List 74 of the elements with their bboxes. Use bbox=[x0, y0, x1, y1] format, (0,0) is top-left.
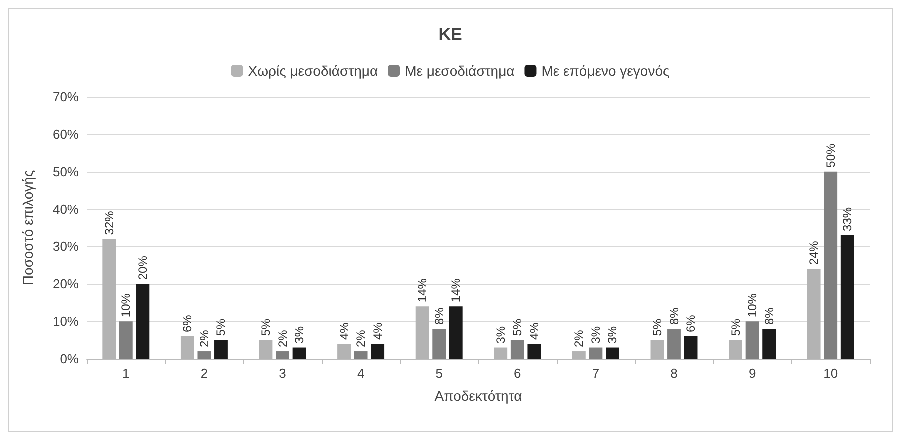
bar bbox=[762, 329, 776, 359]
legend-label: Χωρίς μεσοδιάστημα bbox=[248, 63, 378, 79]
x-tick-label: 3 bbox=[279, 366, 286, 381]
bar bbox=[214, 340, 228, 359]
y-tick-label: 10% bbox=[52, 314, 80, 330]
x-tick-label: 8 bbox=[670, 366, 678, 381]
data-label: 6% bbox=[180, 314, 195, 333]
bar bbox=[136, 284, 150, 359]
bar bbox=[198, 352, 212, 359]
data-label: 8% bbox=[667, 307, 682, 326]
bar bbox=[684, 336, 698, 359]
data-label: 14% bbox=[416, 278, 430, 303]
data-label: 5% bbox=[728, 318, 743, 336]
bar bbox=[746, 322, 760, 359]
x-tick-label: 4 bbox=[357, 366, 365, 381]
data-label: 4% bbox=[337, 322, 352, 340]
x-axis-title: Αποδεκτότητα bbox=[434, 388, 522, 404]
y-tick-label: 60% bbox=[52, 126, 80, 142]
y-tick-label: 30% bbox=[52, 239, 80, 254]
y-tick-label: 50% bbox=[52, 164, 80, 180]
data-label: 4% bbox=[527, 322, 542, 340]
data-label: 3% bbox=[292, 326, 307, 344]
bar bbox=[824, 172, 838, 359]
bar bbox=[432, 329, 446, 359]
data-label: 5% bbox=[650, 318, 664, 336]
data-label: 10% bbox=[746, 293, 760, 318]
data-label: 4% bbox=[370, 322, 385, 340]
data-label: 14% bbox=[449, 278, 464, 303]
bar bbox=[840, 235, 854, 359]
y-axis-title: Ποσοστό επιλογής bbox=[20, 170, 36, 286]
data-label: 2% bbox=[197, 330, 212, 348]
bar bbox=[668, 329, 681, 359]
data-label: 32% bbox=[102, 210, 116, 236]
data-label: 6% bbox=[684, 314, 698, 333]
x-tick-label: 10 bbox=[824, 366, 838, 381]
bar bbox=[510, 340, 524, 359]
data-label: 8% bbox=[432, 307, 446, 326]
bar bbox=[589, 348, 603, 359]
data-label: 20% bbox=[136, 256, 150, 280]
chart-title: ΚΕ bbox=[438, 25, 462, 44]
data-label: 33% bbox=[840, 207, 855, 232]
y-tick-label: 20% bbox=[52, 276, 80, 292]
data-label: 5% bbox=[258, 318, 273, 336]
data-label: 3% bbox=[494, 326, 508, 344]
x-tick-label: 7 bbox=[592, 366, 600, 381]
bar bbox=[606, 348, 620, 359]
x-tick-label: 5 bbox=[436, 366, 443, 381]
data-label: 5% bbox=[510, 318, 525, 336]
bar bbox=[528, 344, 542, 359]
y-tick-label: 40% bbox=[52, 202, 80, 217]
bar bbox=[292, 348, 306, 359]
legend-label: Με μεσοδιάστημα bbox=[405, 63, 515, 79]
bar bbox=[449, 306, 463, 359]
data-label: 50% bbox=[824, 144, 838, 168]
data-label: 2% bbox=[572, 330, 586, 348]
data-label: 5% bbox=[214, 318, 228, 336]
x-tick-label: 1 bbox=[122, 366, 130, 381]
bar bbox=[371, 344, 385, 359]
x-tick-label: 2 bbox=[200, 366, 208, 381]
data-label: 8% bbox=[762, 307, 776, 326]
data-label: 3% bbox=[606, 326, 620, 344]
legend-label: Με επόμενο γεγονός bbox=[542, 63, 670, 79]
data-label: 3% bbox=[588, 326, 603, 344]
y-tick-label: 70% bbox=[52, 90, 80, 104]
x-tick-label: 9 bbox=[748, 366, 756, 381]
bar bbox=[354, 352, 368, 359]
bar bbox=[119, 322, 133, 359]
data-label: 10% bbox=[119, 293, 134, 318]
x-tick-label: 6 bbox=[514, 366, 522, 381]
bar bbox=[276, 352, 290, 359]
data-label: 2% bbox=[354, 330, 368, 348]
data-label: 24% bbox=[807, 240, 822, 266]
y-tick-label: 0% bbox=[60, 352, 80, 366]
data-label: 2% bbox=[276, 330, 290, 348]
